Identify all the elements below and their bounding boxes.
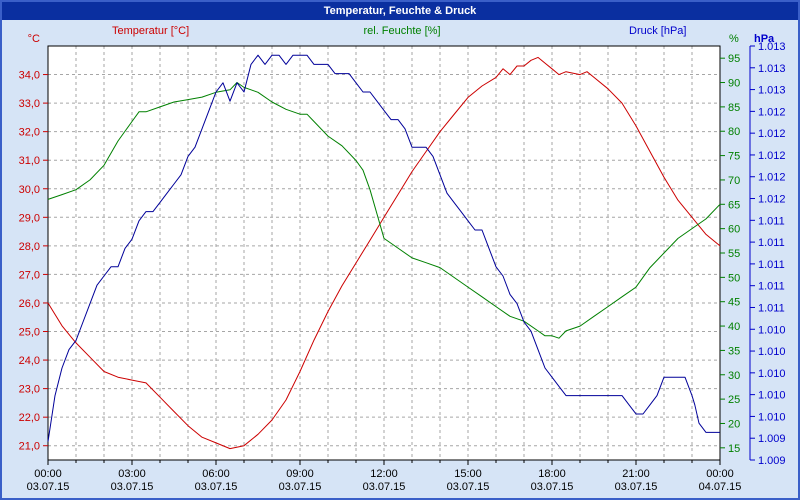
temperature-axis-tick-label: 25,0 xyxy=(19,327,40,339)
pressure-axis-tick-label: 1.009 xyxy=(758,455,786,467)
humidity-axis-tick-label: 90 xyxy=(728,78,740,90)
temperature-axis-tick-label: 24,0 xyxy=(19,355,40,367)
pressure-axis-tick-label: 1.010 xyxy=(758,324,786,336)
pressure-axis-tick-label: 1.010 xyxy=(758,346,786,358)
humidity-series-line xyxy=(47,82,721,339)
x-axis-date-label: 04.07.15 xyxy=(699,481,742,493)
humidity-axis-tick-label: 50 xyxy=(728,272,740,284)
temperature-axis-tick-label: 33,0 xyxy=(19,98,40,110)
pressure-axis-tick-label: 1.011 xyxy=(758,302,785,314)
x-axis-date-label: 03.07.15 xyxy=(111,481,154,493)
pressure-axis-tick-label: 1.011 xyxy=(758,237,785,249)
humidity-axis-tick-label: 35 xyxy=(728,345,740,357)
pressure-axis-tick-label: 1.012 xyxy=(758,172,786,184)
x-axis-time-label: 21:00 xyxy=(622,468,650,480)
temperature-axis-tick-label: 32,0 xyxy=(19,127,40,139)
humidity-axis-tick-label: 25 xyxy=(728,394,740,406)
temperature-axis-tick-label: 27,0 xyxy=(19,269,40,281)
temperature-axis-tick-label: 21,0 xyxy=(19,441,40,453)
humidity-series-label: rel. Feuchte [%] xyxy=(363,25,440,37)
pressure-axis-tick-label: 1.011 xyxy=(758,215,785,227)
humidity-axis-tick-label: 30 xyxy=(728,370,740,382)
x-axis-time-label: 18:00 xyxy=(538,468,566,480)
x-axis-time-label: 00:00 xyxy=(34,468,62,480)
x-axis-date-label: 03.07.15 xyxy=(279,481,322,493)
temperature-axis-tick-label: 29,0 xyxy=(19,212,40,224)
temperature-series-line xyxy=(47,56,721,450)
pressure-series-line xyxy=(47,54,720,442)
humidity-axis-tick-label: 40 xyxy=(728,321,740,333)
pressure-axis-tick-label: 1.011 xyxy=(758,259,785,271)
pressure-axis-tick-label: 1.013 xyxy=(758,41,786,53)
temperature-series-label: Temperatur [°C] xyxy=(112,25,189,37)
pressure-axis-unit: hPa xyxy=(754,33,775,45)
x-axis-time-label: 09:00 xyxy=(286,468,314,480)
temperature-axis-tick-label: 34,0 xyxy=(19,70,40,82)
pressure-axis-tick-label: 1.012 xyxy=(758,150,786,162)
x-axis-date-label: 03.07.15 xyxy=(447,481,490,493)
x-axis-time-label: 15:00 xyxy=(454,468,482,480)
x-axis-date-label: 03.07.15 xyxy=(363,481,406,493)
x-axis-time-label: 06:00 xyxy=(202,468,230,480)
humidity-axis-tick-label: 45 xyxy=(728,297,740,309)
chart-canvas: Temperatur [°C] rel. Feuchte [%] Druck [… xyxy=(19,25,786,493)
temperature-axis-unit: °C xyxy=(28,33,40,45)
humidity-axis-tick-label: 80 xyxy=(728,126,740,138)
pressure-axis-tick-label: 1.013 xyxy=(758,63,786,75)
x-axis-time-label: 12:00 xyxy=(370,468,398,480)
window-titlebar: Temperatur, Feuchte & Druck xyxy=(2,2,798,20)
pressure-axis-tick-label: 1.010 xyxy=(758,390,786,402)
x-axis-time-label: 00:00 xyxy=(706,468,734,480)
pressure-axis-tick-label: 1.013 xyxy=(758,85,786,97)
humidity-axis-tick-label: 85 xyxy=(728,102,740,114)
x-axis-date-label: 03.07.15 xyxy=(27,481,70,493)
humidity-axis-tick-label: 55 xyxy=(728,248,740,260)
pressure-axis-tick-label: 1.009 xyxy=(758,433,786,445)
pressure-axis-tick-label: 1.012 xyxy=(758,106,786,118)
pressure-axis-tick-label: 1.010 xyxy=(758,411,786,423)
x-axis-date-label: 03.07.15 xyxy=(615,481,658,493)
x-axis-date-label: 03.07.15 xyxy=(531,481,574,493)
humidity-axis-tick-label: 95 xyxy=(728,53,740,65)
temperature-axis-tick-label: 31,0 xyxy=(19,155,40,167)
temperature-axis-tick-label: 28,0 xyxy=(19,241,40,253)
window-title: Temperatur, Feuchte & Druck xyxy=(323,5,477,17)
temperature-axis-tick-label: 30,0 xyxy=(19,184,40,196)
humidity-axis-tick-label: 60 xyxy=(728,224,740,236)
x-axis-date-label: 03.07.15 xyxy=(195,481,238,493)
humidity-axis-tick-label: 70 xyxy=(728,175,740,187)
humidity-axis-tick-label: 75 xyxy=(728,151,740,163)
humidity-axis-tick-label: 65 xyxy=(728,199,740,211)
pressure-axis-tick-label: 1.011 xyxy=(758,281,785,293)
temperature-axis-tick-label: 23,0 xyxy=(19,384,40,396)
pressure-axis-tick-label: 1.012 xyxy=(758,128,786,140)
pressure-axis-tick-label: 1.010 xyxy=(758,368,786,380)
humidity-axis-tick-label: 20 xyxy=(728,418,740,430)
humidity-axis-unit: % xyxy=(729,33,739,45)
x-axis-time-label: 03:00 xyxy=(118,468,146,480)
temperature-axis-tick-label: 26,0 xyxy=(19,298,40,310)
humidity-axis-tick-label: 15 xyxy=(728,443,740,455)
pressure-series-label: Druck [hPa] xyxy=(629,25,686,37)
pressure-axis-tick-label: 1.012 xyxy=(758,194,786,206)
temperature-axis-tick-label: 22,0 xyxy=(19,412,40,424)
